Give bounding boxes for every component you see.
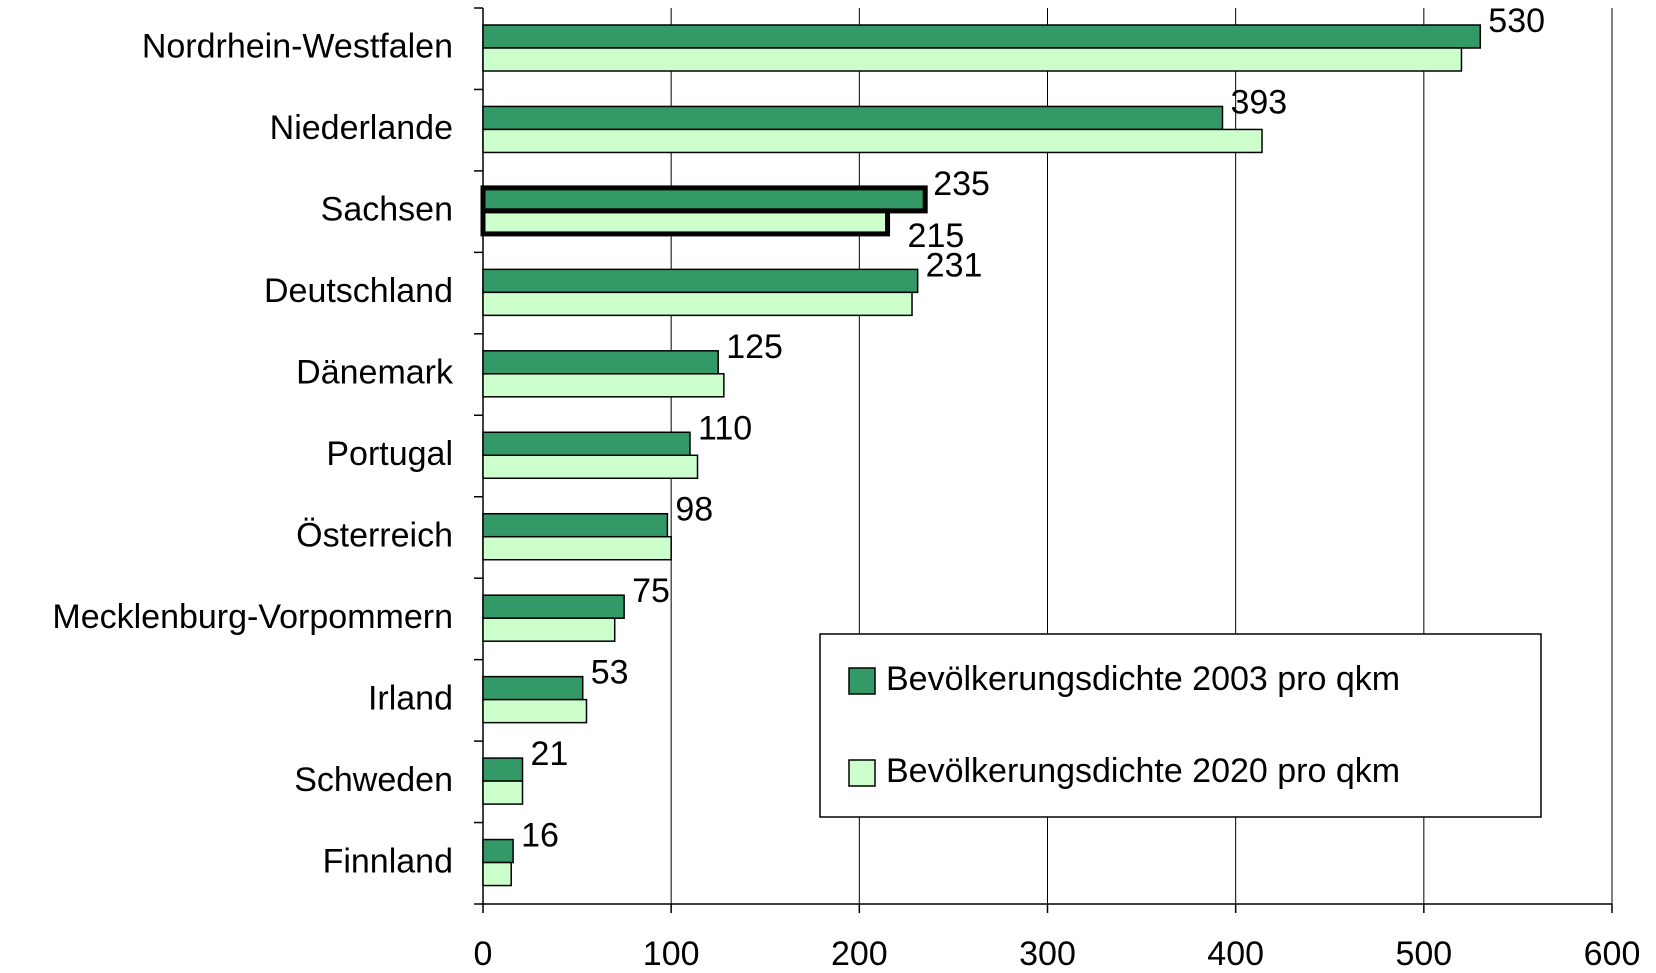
data-label: 75 <box>632 572 670 610</box>
y-tick-label: Irland <box>368 679 453 717</box>
bar <box>482 291 913 317</box>
x-tick-label: 600 <box>1584 935 1641 973</box>
data-label: 110 <box>698 409 752 447</box>
y-tick-label: Portugal <box>326 435 453 473</box>
y-tick-label: Deutschland <box>264 272 453 310</box>
bar <box>482 780 524 805</box>
bar <box>482 24 1482 49</box>
x-tick-label: 300 <box>1019 935 1076 973</box>
y-tick-label: Nordrhein-Westfalen <box>142 28 453 66</box>
x-tick-label: 100 <box>643 935 700 973</box>
bar <box>482 675 584 701</box>
bar <box>480 185 928 214</box>
x-tick-label: 0 <box>474 935 493 973</box>
bar <box>482 431 691 457</box>
data-label: 393 <box>1230 83 1287 121</box>
data-label: 215 <box>908 217 965 255</box>
bar <box>482 535 672 561</box>
x-tick-label: 200 <box>831 935 888 973</box>
bar <box>482 617 616 642</box>
x-tick-label: 400 <box>1207 935 1264 973</box>
data-label: 530 <box>1488 2 1545 40</box>
legend-swatch <box>848 759 876 787</box>
data-label: 231 <box>926 246 983 284</box>
legend-box <box>819 633 1542 818</box>
bar <box>482 512 669 538</box>
bar <box>482 861 512 887</box>
data-label: 16 <box>521 817 559 855</box>
bar <box>482 757 524 782</box>
y-tick-label: Sachsen <box>321 191 453 229</box>
data-label: 125 <box>726 328 783 366</box>
bar <box>482 128 1263 154</box>
legend-label: Bevölkerungsdichte 2020 pro qkm <box>886 752 1400 790</box>
legend-label: Bevölkerungsdichte 2003 pro qkm <box>886 660 1400 698</box>
y-tick-label: Österreich <box>296 516 453 554</box>
bar <box>482 454 699 480</box>
bar <box>482 838 514 864</box>
legend-swatch <box>848 667 876 695</box>
data-label: 235 <box>933 165 990 203</box>
bar <box>482 47 1463 72</box>
x-tick-label: 500 <box>1395 935 1452 973</box>
y-tick-label: Mecklenburg-Vorpommern <box>52 598 453 636</box>
bar <box>482 350 719 375</box>
bar <box>480 208 891 237</box>
bar <box>482 698 588 724</box>
y-tick-label: Schweden <box>294 761 453 799</box>
data-label: 21 <box>531 735 569 773</box>
bar <box>482 268 919 294</box>
data-label: 98 <box>675 491 713 529</box>
data-label: 53 <box>591 654 629 692</box>
y-tick-label: Niederlande <box>270 109 453 147</box>
y-tick-label: Finnland <box>323 842 453 880</box>
bar <box>482 105 1224 131</box>
bar <box>482 373 725 398</box>
y-tick-label: Dänemark <box>296 354 454 392</box>
bar <box>482 594 625 619</box>
